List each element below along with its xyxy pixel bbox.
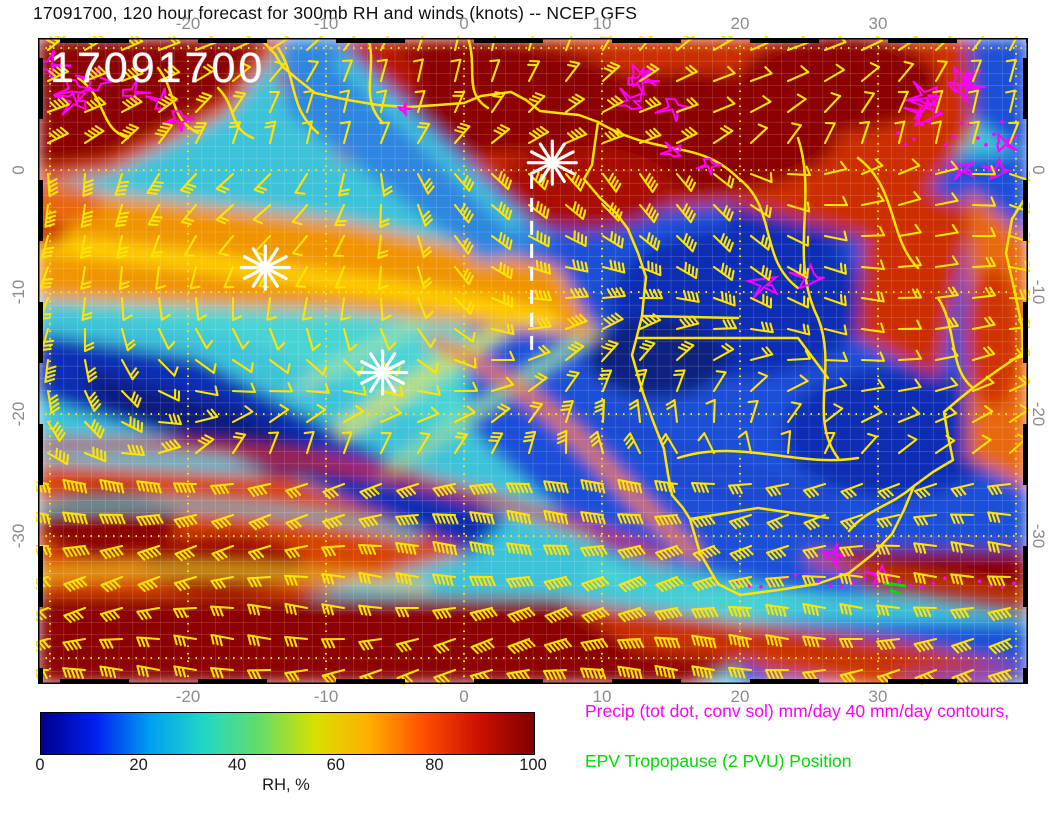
- x-tick-label: 30: [868, 14, 888, 33]
- colorbar-label: RH, %: [262, 776, 310, 794]
- y-tick-label: -30: [1029, 523, 1048, 549]
- colorbar-tick-label: 80: [425, 756, 444, 774]
- x-tick-label: -20: [175, 14, 201, 33]
- x-tick-label: -10: [313, 687, 339, 706]
- x-tick-label: 20: [730, 14, 750, 33]
- map-plot: 17091700: [36, 36, 1030, 686]
- y-tick-label: 0: [1029, 165, 1048, 175]
- wind-barbs: [36, 36, 1030, 686]
- y-tick-label: -10: [9, 279, 28, 305]
- colorbar-tick-label: 20: [129, 756, 148, 774]
- x-tick-label: 10: [592, 14, 612, 33]
- colorbar-tick-label: 100: [519, 756, 547, 774]
- flight-track-markers: [239, 139, 578, 396]
- y-tick-label: -20: [9, 401, 28, 427]
- map-frame: [38, 38, 1028, 684]
- x-tick-label: -10: [313, 14, 339, 33]
- timestamp-overlay: 17091700: [50, 44, 266, 92]
- figure-title: 17091700, 120 hour forecast for 300mb RH…: [33, 3, 638, 23]
- colorbar-tick-label: 60: [326, 756, 345, 774]
- x-tick-label: 0: [459, 687, 469, 706]
- x-tick-label: 20: [730, 687, 750, 706]
- colorbar-tick-label: 0: [35, 756, 45, 774]
- x-tick-label: 0: [459, 14, 469, 33]
- y-tick-label: 0: [9, 165, 28, 175]
- y-tick-label: -30: [9, 523, 28, 549]
- colorbar: [40, 712, 535, 755]
- x-tick-label: 30: [868, 687, 888, 706]
- x-tick-label: -20: [175, 687, 201, 706]
- map-canvas: [36, 36, 1030, 686]
- graticule: [38, 38, 1028, 684]
- precip-legend: Precip (tot dot, conv sol) mm/day 40 mm/…: [585, 701, 1010, 721]
- epv-legend: EPV Tropopause (2 PVU) Position: [585, 751, 852, 771]
- colorbar-tick-label: 40: [228, 756, 247, 774]
- x-tick-label: 10: [592, 687, 612, 706]
- y-tick-label: -10: [1029, 279, 1048, 305]
- y-tick-label: -20: [1029, 401, 1048, 427]
